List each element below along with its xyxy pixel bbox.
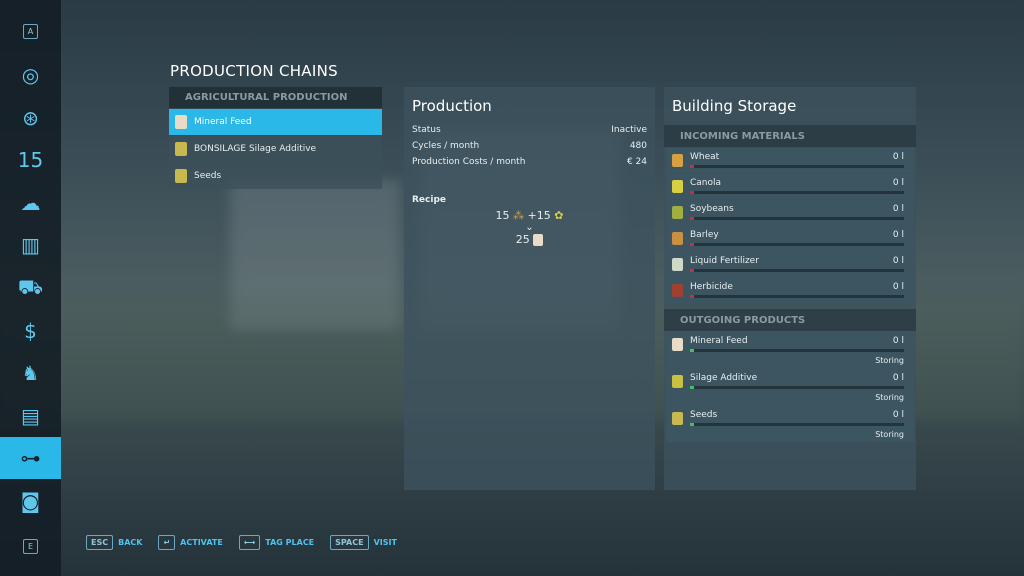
steering-wheel-icon: ⊛ — [22, 105, 39, 130]
fill-level-bar — [690, 423, 904, 426]
page-title: PRODUCTION CHAINS — [170, 62, 338, 80]
footer-back-button[interactable]: ESC BACK — [86, 535, 142, 550]
fill-level-bar — [690, 217, 904, 220]
product-icon — [175, 142, 187, 156]
fill-level-bar — [690, 386, 904, 389]
production-stat-row: Status Inactive — [412, 125, 647, 135]
storage-item: Mineral Feed 0 l Storing — [666, 332, 914, 368]
sidebar-item-help[interactable]: ◙ — [0, 480, 61, 522]
chain-item[interactable]: Seeds — [169, 163, 382, 189]
sidebar-key-a[interactable]: A — [0, 10, 61, 52]
weather-icon: ☁ — [20, 190, 41, 215]
fill-type-icon — [672, 375, 683, 388]
production-panel: Production Status Inactive Cycles / month 4… — [404, 87, 655, 490]
production-stat-row: Production Costs / month € 24 — [412, 157, 647, 167]
chain-label: BONSILAGE Silage Additive — [194, 144, 317, 154]
chain-item[interactable]: Mineral Feed — [169, 109, 382, 135]
product-icon — [175, 115, 187, 129]
sidebar-item-statistics[interactable]: ▥ — [0, 224, 61, 266]
outgoing-header: OUTGOING PRODUCTS — [664, 309, 916, 331]
fill-type-icon — [672, 180, 683, 193]
storage-item: Canola 0 l — [666, 174, 914, 199]
storage-item: Silage Additive 0 l Storing — [666, 369, 914, 405]
sidebar-item-steering-wheel[interactable]: ⊛ — [0, 97, 61, 139]
building-storage-panel: Building Storage INCOMING MATERIALS Whea… — [664, 87, 916, 490]
recipe-output: 25 — [404, 233, 655, 246]
fill-level-bar — [690, 243, 904, 246]
statistics-icon: ▥ — [21, 233, 40, 258]
product-icon — [175, 169, 187, 183]
wheat-icon: ⁂ — [513, 209, 525, 222]
sidebar-item-map[interactable]: ◎ — [0, 54, 61, 96]
incoming-header: INCOMING MATERIALS — [664, 125, 916, 147]
sidebar-item-finance[interactable]: $ — [0, 310, 61, 352]
fill-level-bar — [690, 295, 904, 298]
fill-level-bar — [690, 349, 904, 352]
fill-level-bar — [690, 191, 904, 194]
map-icon: ◎ — [21, 63, 40, 87]
production-chains-list: AGRICULTURAL PRODUCTION Mineral Feed BONS… — [169, 87, 382, 189]
sidebar: A ◎ ⊛ 15 ☁ ▥ ⛟ $ ♞ ▤ ⊶ ◙ E — [0, 0, 61, 576]
storage-item: Wheat 0 l — [666, 148, 914, 173]
storage-item: Soybeans 0 l — [666, 200, 914, 225]
sidebar-item-calendar[interactable]: 15 — [0, 139, 61, 181]
footer-visit-button[interactable]: SPACE VISIT — [330, 535, 397, 550]
recipe-label: Recipe — [412, 195, 447, 205]
canola-icon: ✿ — [554, 209, 564, 222]
fill-level-bar — [690, 165, 904, 168]
footer-hints: ESC BACK ↵ ACTIVATE ⟷ TAG PLACE SPACE VISIT — [86, 535, 397, 550]
chain-item[interactable]: BONSILAGE Silage Additive — [169, 136, 382, 162]
section-header: AGRICULTURAL PRODUCTION — [169, 87, 382, 108]
sidebar-item-production[interactable]: ⊶ — [0, 437, 61, 480]
sidebar-item-contracts[interactable]: ▤ — [0, 395, 61, 437]
finance-icon: $ — [24, 318, 37, 343]
production-stat-row: Cycles / month 480 — [412, 141, 647, 151]
storage-item: Herbicide 0 l — [666, 278, 914, 303]
chain-label: Seeds — [194, 171, 222, 181]
sidebar-key-e[interactable]: E — [0, 525, 61, 567]
fill-type-icon — [672, 206, 683, 219]
production-title: Production — [412, 97, 492, 115]
production-icon: ⊶ — [20, 446, 41, 471]
fill-type-icon — [672, 412, 683, 425]
mineral-feed-icon — [533, 234, 544, 246]
storage-item: Seeds 0 l Storing — [666, 406, 914, 442]
animals-icon: ♞ — [21, 361, 40, 386]
fill-type-icon — [672, 154, 683, 167]
sidebar-item-tractor[interactable]: ⛟ — [0, 267, 61, 309]
footer-tag-place-button[interactable]: ⟷ TAG PLACE — [238, 535, 314, 550]
contracts-icon: ▤ — [21, 403, 40, 428]
storage-item: Barley 0 l — [666, 226, 914, 251]
tractor-icon: ⛟ — [17, 274, 44, 299]
chevron-down-icon: ⌄ — [525, 222, 534, 233]
recipe-inputs: 15 ⁂ +15 ✿ — [495, 209, 564, 222]
storage-item: Liquid Fertilizer 0 l — [666, 252, 914, 277]
storage-title: Building Storage — [672, 97, 797, 115]
sidebar-item-weather[interactable]: ☁ — [0, 182, 61, 224]
footer-activate-button[interactable]: ↵ ACTIVATE — [158, 535, 223, 550]
fill-type-icon — [672, 284, 683, 297]
fill-type-icon — [672, 338, 683, 351]
calendar-icon: 15 — [17, 148, 44, 173]
chain-label: Mineral Feed — [194, 117, 252, 127]
fill-type-icon — [672, 232, 683, 245]
sidebar-item-animals[interactable]: ♞ — [0, 352, 61, 394]
fill-level-bar — [690, 269, 904, 272]
fill-type-icon — [672, 258, 683, 271]
help-icon: ◙ — [20, 489, 41, 513]
